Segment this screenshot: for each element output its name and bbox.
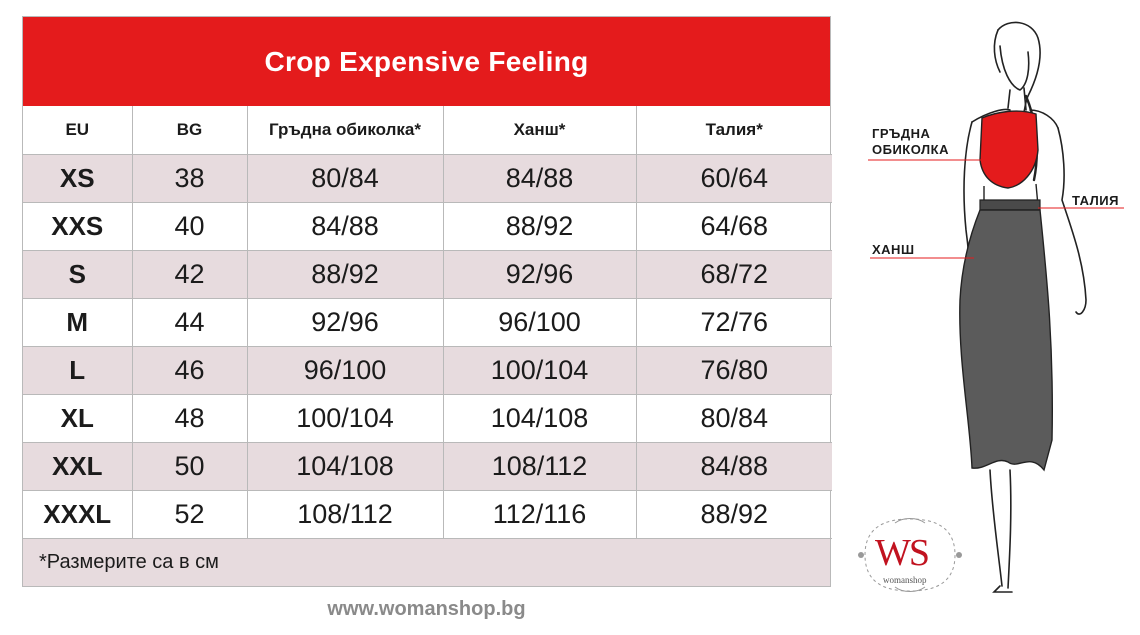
cell-waist: 60/64 [636, 154, 832, 203]
cell-waist: 88/92 [636, 490, 832, 539]
table-row: XXXL 52 108/112 112/116 88/92 [23, 490, 832, 539]
cell-bg: 40 [132, 202, 248, 251]
cell-waist: 84/88 [636, 442, 832, 491]
bust-label-line2: ОБИКОЛКА [872, 142, 949, 157]
cell-hips: 88/92 [443, 202, 637, 251]
logo-name: womanshop [883, 575, 927, 585]
cell-hips: 108/112 [443, 442, 637, 491]
header-row: EU BG Гръдна обиколка* Ханш* Талия* [23, 106, 832, 155]
table-row: XXL 50 104/108 108/112 84/88 [23, 442, 832, 491]
cell-eu: XXS [23, 202, 133, 251]
cell-hips: 104/108 [443, 394, 637, 443]
bust-label: ГРЪДНА ОБИКОЛКА [872, 126, 949, 158]
cell-bust: 80/84 [247, 154, 444, 203]
size-table-grid: EU BG Гръдна обиколка* Ханш* Талия* XS 3… [23, 106, 832, 539]
table-row: L 46 96/100 100/104 76/80 [23, 346, 832, 395]
cell-bust: 108/112 [247, 490, 444, 539]
table-row: XL 48 100/104 104/108 80/84 [23, 394, 832, 443]
cell-eu: L [23, 346, 133, 395]
chart-title: Crop Expensive Feeling [23, 17, 830, 106]
cell-bg: 38 [132, 154, 248, 203]
bust-label-line1: ГРЪДНА [872, 126, 931, 141]
cell-bg: 48 [132, 394, 248, 443]
header-waist: Талия* [636, 106, 832, 155]
table-row: XXS 40 84/88 88/92 64/68 [23, 202, 832, 251]
header-eu: EU [23, 106, 133, 155]
figure-sketch-icon [868, 21, 1124, 593]
hips-label: ХАНШ [872, 242, 915, 257]
cell-bust: 84/88 [247, 202, 444, 251]
cell-bg: 46 [132, 346, 248, 395]
table-row: XS 38 80/84 84/88 60/64 [23, 154, 832, 203]
cell-eu: XL [23, 394, 133, 443]
cell-waist: 72/76 [636, 298, 832, 347]
website-link[interactable]: www.womanshop.bg [327, 598, 526, 620]
cell-bg: 50 [132, 442, 248, 491]
header-hips: Ханш* [443, 106, 637, 155]
cell-waist: 64/68 [636, 202, 832, 251]
cell-eu: XXL [23, 442, 133, 491]
cell-bust: 96/100 [247, 346, 444, 395]
cell-bg: 44 [132, 298, 248, 347]
cell-waist: 80/84 [636, 394, 832, 443]
cell-hips: 84/88 [443, 154, 637, 203]
cell-bg: 52 [132, 490, 248, 539]
table-row: M 44 92/96 96/100 72/76 [23, 298, 832, 347]
cell-bust: 88/92 [247, 250, 444, 299]
cell-hips: 112/116 [443, 490, 637, 539]
cell-hips: 96/100 [443, 298, 637, 347]
table-row: S 42 88/92 92/96 68/72 [23, 250, 832, 299]
waist-label: ТАЛИЯ [1072, 193, 1119, 208]
cell-eu: XXXL [23, 490, 133, 539]
cell-waist: 68/72 [636, 250, 832, 299]
cell-eu: S [23, 250, 133, 299]
cell-bust: 104/108 [247, 442, 444, 491]
cell-eu: M [23, 298, 133, 347]
cell-eu: XS [23, 154, 133, 203]
cell-bust: 92/96 [247, 298, 444, 347]
size-chart-table: Crop Expensive Feeling EU BG Гръдна обик… [22, 16, 832, 587]
cell-bust: 100/104 [247, 394, 444, 443]
logo-mark: WS [875, 532, 930, 574]
womanshop-logo: WS womanshop [855, 515, 965, 595]
cell-hips: 92/96 [443, 250, 637, 299]
cell-bg: 42 [132, 250, 248, 299]
cell-hips: 100/104 [443, 346, 637, 395]
fashion-figure-illustration: ГРЪДНА ОБИКОЛКА ТАЛИЯ ХАНШ [840, 0, 1140, 630]
logo-flourish-icon [858, 518, 962, 592]
header-bg: BG [132, 106, 248, 155]
cell-waist: 76/80 [636, 346, 832, 395]
units-footnote: *Размерите са в см [23, 539, 830, 586]
header-bust: Гръдна обиколка* [247, 106, 444, 155]
